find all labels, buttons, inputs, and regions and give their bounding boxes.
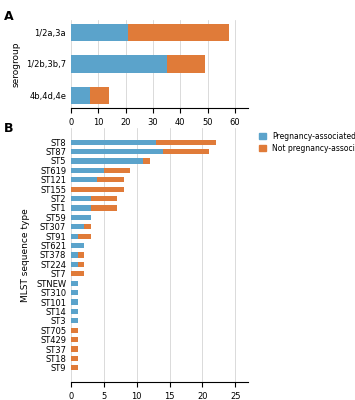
Bar <box>71 328 78 333</box>
Y-axis label: MLST sequence type: MLST sequence type <box>21 208 31 302</box>
Bar <box>163 149 209 154</box>
Bar <box>71 318 78 324</box>
X-axis label: isolate number: isolate number <box>126 132 194 141</box>
Bar <box>157 140 215 145</box>
Bar <box>71 243 84 248</box>
Bar <box>84 224 91 229</box>
Bar <box>71 149 163 154</box>
Bar <box>71 205 91 210</box>
Bar <box>71 365 78 370</box>
Bar <box>71 337 78 342</box>
Bar <box>71 252 78 258</box>
Bar <box>71 281 78 286</box>
Bar <box>90 87 109 104</box>
Bar <box>104 168 130 173</box>
Bar <box>129 24 229 41</box>
Bar <box>71 168 104 173</box>
Bar <box>78 262 84 267</box>
Bar <box>78 234 91 239</box>
Bar <box>78 252 84 258</box>
Bar <box>91 205 117 210</box>
Bar <box>71 196 91 201</box>
Bar <box>91 196 117 201</box>
Bar <box>71 271 84 276</box>
Bar <box>71 55 166 73</box>
Legend: Pregnancy-associated, Not pregnancy-associated: Pregnancy-associated, Not pregnancy-asso… <box>260 132 355 153</box>
Bar <box>71 262 78 267</box>
Bar <box>143 158 150 164</box>
Text: B: B <box>4 122 13 135</box>
Bar <box>71 24 129 41</box>
Text: A: A <box>4 10 13 23</box>
Bar <box>71 87 90 104</box>
Bar <box>71 346 78 352</box>
Bar <box>166 55 205 73</box>
Bar <box>71 215 91 220</box>
Bar <box>71 158 143 164</box>
Bar <box>71 224 84 229</box>
Bar <box>71 290 78 295</box>
Bar <box>71 300 78 305</box>
Bar <box>71 186 124 192</box>
Bar <box>97 177 124 182</box>
Bar <box>71 234 78 239</box>
Y-axis label: serogroup: serogroup <box>11 41 21 87</box>
Bar <box>71 140 157 145</box>
Bar <box>71 356 78 361</box>
Bar <box>71 177 97 182</box>
Bar <box>71 309 78 314</box>
